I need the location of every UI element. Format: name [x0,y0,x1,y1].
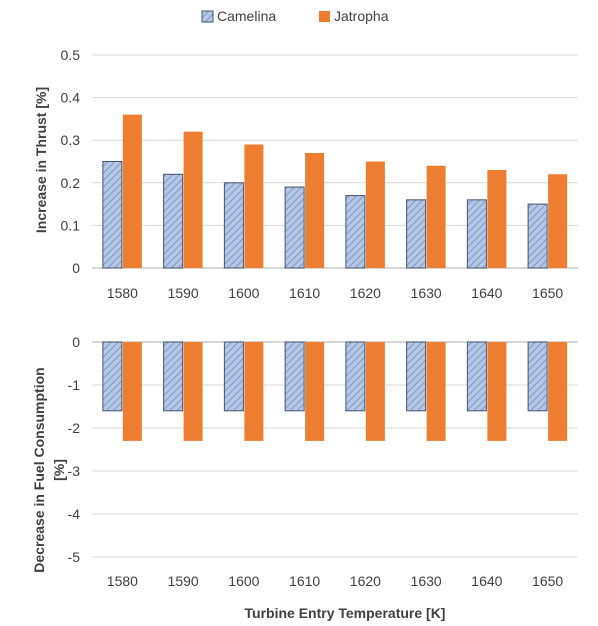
fuel-x-tick-labels: 1580 1590 1600 1610 1620 1630 1640 1650 [107,573,564,589]
fuel-y-tick-label: -5 [68,549,81,565]
thrust-bars [102,114,568,269]
fuel-y-tick-labels: 0 -1 -2 -3 -4 -5 [68,334,81,565]
thrust-y-tick-label: 0.5 [61,47,81,63]
fuel-x-tick-label: 1610 [289,573,320,589]
thrust-x-tick-label: 1580 [107,285,138,301]
thrust-x-tick-label: 1590 [168,285,199,301]
fuel-y-tick-label: -3 [68,463,81,479]
bar-jatropha-1630 [426,342,446,441]
legend: Camelina Jatropha [201,8,389,24]
bar-camelina-1640 [466,199,487,269]
bar-jatropha-1580 [122,342,142,441]
bar-jatropha-1590 [183,131,203,268]
thrust-y-tick-label: 0.1 [61,217,81,233]
fuel-y-tick-label: -4 [68,506,81,522]
thrust-y-axis-title: Increase in Thrust [%] [33,87,49,233]
bar-jatropha-1650 [548,342,568,441]
bar-jatropha-1610 [305,342,325,441]
bar-camelina-1620 [345,195,366,269]
bar-jatropha-1640 [487,342,507,441]
fuel-x-axis-title: Turbine Entry Temperature [K] [245,605,446,621]
bar-camelina-1610 [284,341,305,412]
thrust-x-tick-labels: 1580 1590 1600 1610 1620 1630 1640 1650 [107,285,564,301]
thrust-y-tick-label: 0.3 [61,132,81,148]
thrust-x-tick-label: 1600 [228,285,259,301]
fuel-y-tick-label: -1 [68,377,81,393]
fuel-x-tick-label: 1650 [532,573,563,589]
legend-swatch-jatropha [319,11,330,22]
thrust-x-tick-label: 1650 [532,285,563,301]
fuel-x-tick-label: 1630 [411,573,442,589]
fuel-x-tick-label: 1640 [471,573,502,589]
thrust-x-tick-label: 1640 [471,285,502,301]
fuel-x-tick-label: 1580 [107,573,138,589]
bar-jatropha-1600 [244,342,264,441]
bar-camelina-1620 [345,341,366,412]
bar-camelina-1630 [406,341,427,412]
bar-camelina-1590 [163,173,184,269]
bar-camelina-1640 [466,341,487,412]
bar-jatropha-1620 [365,342,385,441]
thrust-x-tick-label: 1620 [350,285,381,301]
legend-label-jatropha: Jatropha [334,8,389,24]
thrust-chart: 0 0.1 0.2 0.3 0.4 0.5 1580 1590 1600 1610 1620 163… [33,47,578,301]
bar-jatropha-1620 [365,161,385,268]
fuel-x-tick-label: 1620 [350,573,381,589]
thrust-y-tick-label: 0 [72,260,80,276]
bar-jatropha-1610 [305,152,325,268]
bar-camelina-1600 [223,341,244,412]
bar-camelina-1630 [406,199,427,269]
bar-jatropha-1630 [426,165,446,268]
fuel-y-tick-label: -2 [68,420,81,436]
thrust-y-tick-label: 0.4 [61,90,81,106]
bar-camelina-1650 [527,203,548,269]
bar-camelina-1650 [527,341,548,412]
bar-jatropha-1650 [548,174,568,268]
bar-camelina-1580 [102,161,123,269]
thrust-x-tick-label: 1610 [289,285,320,301]
bar-camelina-1580 [102,341,123,412]
bar-jatropha-1580 [122,114,142,268]
fuel-y-tick-label: 0 [72,334,80,350]
thrust-y-tick-label: 0.2 [61,175,81,191]
bar-jatropha-1640 [487,170,507,268]
fuel-x-tick-label: 1590 [168,573,199,589]
bar-jatropha-1600 [244,144,264,268]
fuel-x-tick-label: 1600 [228,573,259,589]
legend-label-camelina: Camelina [217,8,276,24]
legend-swatch-camelina [201,10,214,23]
thrust-y-tick-labels: 0 0.1 0.2 0.3 0.4 0.5 [61,47,81,276]
fuel-bars [102,341,568,441]
bar-camelina-1610 [284,186,305,269]
fuel-y-axis-title-line-1: Decrease in Fuel Consumption [31,367,47,572]
bar-camelina-1590 [163,341,184,412]
bar-camelina-1600 [223,182,244,269]
fuel-chart: 0 -1 -2 -3 -4 -5 1580 1590 1600 1610 1620 1630 1640… [31,334,578,621]
thrust-x-tick-label: 1630 [411,285,442,301]
bar-jatropha-1590 [183,342,203,441]
fuel-y-axis-title-line-2: [%] [51,459,67,481]
